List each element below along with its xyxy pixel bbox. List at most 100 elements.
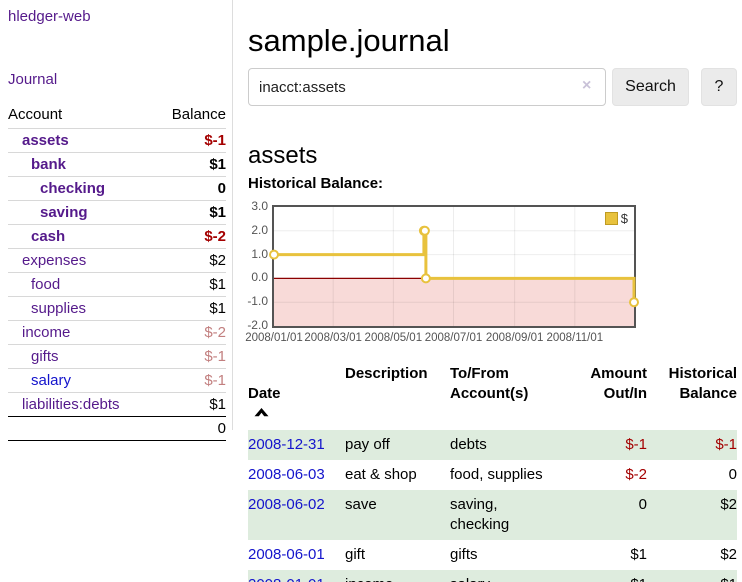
y-axis-tick-label: 1.0 (251, 246, 268, 261)
search-help-button[interactable]: ? (701, 68, 737, 106)
amount-cell: $1 (630, 546, 647, 563)
register-table: Date Description To/From Account(s) Amou… (248, 362, 737, 582)
account-row: checking 0 (8, 176, 226, 201)
account-balance: $1 (154, 296, 226, 321)
sidebar-account-income[interactable]: income (22, 324, 71, 341)
sidebar-item-journal[interactable]: Journal (8, 71, 58, 88)
account-name-cell: assets (8, 128, 155, 153)
sidebar-account-expenses[interactable]: expenses (22, 252, 87, 269)
sidebar-account-bank[interactable]: bank (31, 156, 67, 173)
data-point-marker (629, 297, 639, 308)
accounts-cell: salary (450, 570, 567, 582)
description-cell: income (345, 570, 450, 582)
clear-search-icon[interactable]: × (582, 77, 592, 94)
register-row: 2008-12-31 pay off debts $-1 $-1 (248, 430, 737, 460)
account-name-cell: supplies (8, 296, 155, 321)
description-cell: eat & shop (345, 466, 417, 483)
account-balance: $-1 (154, 344, 226, 369)
sidebar-account-salary[interactable]: salary (31, 372, 72, 389)
account-row: food $1 (8, 272, 226, 297)
sidebar-account-saving[interactable]: saving (40, 204, 88, 221)
account-balance: $1 (154, 200, 226, 225)
y-axis-tick-label: 3.0 (251, 199, 268, 213)
amount-cell: $1 (567, 570, 647, 582)
description-cell: pay off (345, 436, 390, 453)
search-button[interactable]: Search (612, 68, 689, 106)
transaction-date-link[interactable]: 2008-06-01 (248, 546, 325, 563)
register-row: 2008-06-03 eat & shop food, supplies $-2 0 (248, 460, 737, 490)
balance-cell: $2 (720, 546, 737, 563)
account-row: salary $-1 (8, 368, 226, 393)
balance-cell: $-1 (715, 436, 737, 453)
legend-label: $ (620, 211, 628, 226)
y-axis-tick-label: -1.0 (247, 294, 268, 309)
account-name-cell: saving (8, 200, 155, 225)
account-row: income $-2 (8, 320, 226, 345)
amount-cell: 0 (638, 496, 647, 513)
account-name-cell: bank (8, 152, 155, 177)
transaction-date-link[interactable]: 2008-01-01 (248, 576, 325, 582)
transaction-date-link[interactable]: 2008-06-02 (248, 496, 325, 513)
account-row: gifts $-1 (8, 344, 226, 369)
account-name-cell: salary (8, 368, 155, 393)
balance-cell: $2 (720, 496, 737, 513)
chart-title: Historical Balance: (248, 175, 384, 192)
account-row: supplies $1 (8, 296, 226, 321)
account-name-cell: liabilities:debts (8, 392, 155, 417)
sidebar-account-gifts[interactable]: gifts (31, 348, 59, 365)
account-name-cell: income (8, 320, 155, 345)
x-axis-tick-label: 2008/11/01 (546, 332, 604, 344)
y-axis-tick-label: 0.0 (251, 270, 268, 285)
sidebar-account-checking[interactable]: checking (40, 180, 106, 197)
data-point-marker (420, 273, 431, 284)
amount-cell: $-1 (625, 436, 647, 453)
historical-balance-chart: $ (269, 205, 639, 328)
sidebar-account-supplies[interactable]: supplies (31, 300, 87, 317)
negative-region (274, 278, 634, 326)
search-input[interactable] (248, 68, 606, 106)
account-name-cell: cash (8, 224, 155, 249)
sidebar-account-liabilities-debts[interactable]: liabilities:debts (22, 396, 120, 413)
sort-ascending-icon (254, 408, 269, 417)
account-row: liabilities:debts $1 (8, 392, 226, 417)
register-row: 2008-06-02 save saving, checking 0 $2 (248, 490, 737, 540)
chart-plot-area (269, 207, 639, 326)
x-axis-tick-label: 2008/01/01 (245, 332, 303, 344)
sidebar-account-food[interactable]: food (31, 276, 61, 293)
accounts-total-row: 0 (8, 416, 226, 441)
y-axis-tick-label: -2.0 (247, 318, 268, 332)
account-balance: $1 (154, 152, 226, 177)
date-cell: 2008-06-01 (248, 540, 345, 570)
app-brand-link[interactable]: hledger-web (8, 8, 91, 25)
account-name-cell: expenses (8, 248, 155, 273)
sidebar-account-cash[interactable]: cash (31, 228, 66, 245)
balance-cell: 0 (728, 466, 737, 483)
account-row: cash $-2 (8, 224, 226, 249)
account-balance: 0 (154, 176, 226, 201)
data-point-marker (419, 225, 430, 236)
accounts-cell: food, supplies (450, 466, 543, 483)
account-row: saving $1 (8, 200, 226, 225)
x-axis-tick-label: 2008/03/01 (304, 332, 362, 344)
transaction-date-link[interactable]: 2008-12-31 (248, 436, 325, 453)
date-cell: 2008-01-01 (248, 570, 345, 582)
account-column-header: Account (8, 106, 63, 123)
register-row: 2008-06-01 gift gifts $1 $2 (248, 540, 737, 570)
sidebar-account-assets[interactable]: assets (22, 132, 69, 149)
account-balance: $1 (154, 392, 226, 417)
account-balance: $-1 (154, 128, 226, 153)
date-header-label: Date (248, 385, 281, 402)
balance-column-header: Balance (171, 106, 226, 123)
date-cell: 2008-12-31 (248, 430, 345, 460)
description-cell: save (345, 496, 377, 513)
account-row: expenses $2 (8, 248, 226, 273)
accounts-cell: saving, checking (450, 496, 510, 533)
accounts-total-spacer (8, 416, 155, 441)
transaction-date-link[interactable]: 2008-06-03 (248, 466, 325, 483)
description-cell: gift (345, 546, 366, 563)
account-balance: $-2 (154, 224, 226, 249)
account-row: assets $-1 (8, 128, 226, 153)
register-row: 2008-01-01incomesalary$1$1 (248, 570, 737, 582)
balance-cell: $1 (647, 570, 737, 582)
date-column-header[interactable]: Date (248, 362, 345, 430)
